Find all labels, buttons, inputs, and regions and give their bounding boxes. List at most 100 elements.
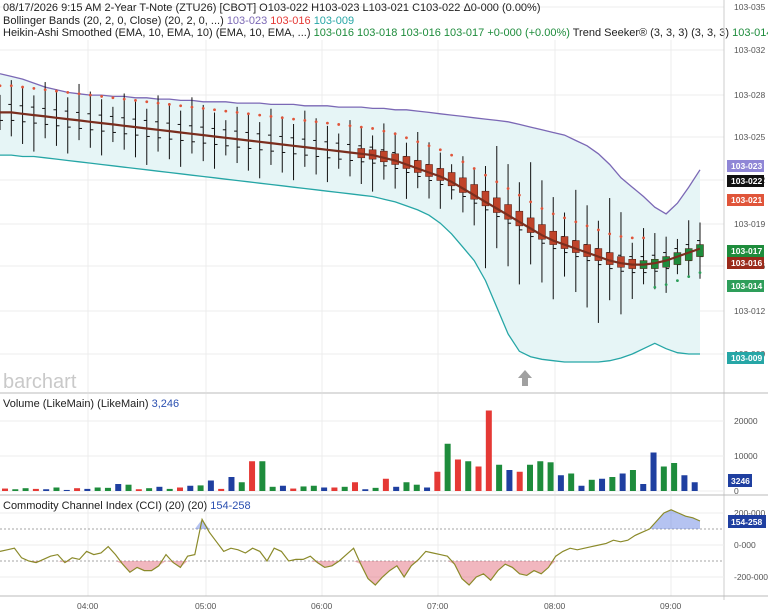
volume-value-tag <box>728 474 752 487</box>
trend-seeker-dot <box>382 129 386 133</box>
volume-bar <box>156 486 163 491</box>
volume-bar <box>135 489 142 491</box>
trend-seeker-dot <box>326 121 329 125</box>
trend-seeker-dot <box>246 112 250 116</box>
trend-seeker-dot <box>405 136 408 140</box>
time-tick-label: 09:00 <box>660 601 682 611</box>
trend-seeker-dot <box>596 228 600 232</box>
volume-tick-label: 10000 <box>734 451 758 461</box>
trend-seeker-dot <box>438 148 442 152</box>
trend-seeker-dot <box>630 236 634 240</box>
volume-bar <box>197 485 204 491</box>
time-axis: 04:00 05:00 06:00 07:00 08:00 09:00 <box>77 601 682 611</box>
trend-seeker-dot <box>653 285 657 289</box>
volume-bar <box>269 486 276 491</box>
cci-panel <box>0 509 724 586</box>
volume-panel <box>0 410 724 492</box>
volume-bar <box>506 470 513 491</box>
volume-bar <box>650 452 657 491</box>
trend-seeker-dot <box>348 124 352 128</box>
price-tag-label: 103-009 <box>731 353 762 363</box>
cci-tick-label: -200-000 <box>734 572 768 582</box>
trend-seeker-dot <box>21 85 24 89</box>
price-tag-ha_up <box>727 245 764 257</box>
trend-seeker-dot <box>77 92 81 96</box>
trend-seeker-dot <box>472 167 476 170</box>
volume-bar <box>557 475 564 491</box>
volume-value-tag-text: 3246 <box>731 476 750 486</box>
volume-bar <box>146 488 153 491</box>
barchart-watermark: barchart <box>3 371 77 393</box>
trend-seeker-dot <box>495 180 499 184</box>
price-tag-bb_lower <box>727 352 764 364</box>
cci-negative-fill <box>0 561 700 585</box>
cci-tick-label: 0-000 <box>734 540 756 550</box>
trend-seeker-dot <box>563 216 566 220</box>
volume-bar <box>454 459 461 491</box>
volume-bar <box>527 464 533 491</box>
volume-bar <box>568 473 575 491</box>
volume-bar <box>516 471 523 491</box>
volume-bar <box>619 473 626 491</box>
volume-bar <box>228 477 235 491</box>
trend-seeker-dot <box>167 103 171 106</box>
volume-bar <box>599 478 606 491</box>
cci-value-tag-text: 154-258 <box>731 517 762 527</box>
price-tick-label: 103-032 <box>734 45 765 55</box>
trend-seeker-dot <box>201 107 205 110</box>
trend-seeker-dot <box>619 235 623 238</box>
volume-bar <box>413 484 420 491</box>
volume-bar <box>22 488 29 491</box>
heikin-ashi-candle <box>560 236 569 249</box>
trend-seeker-dot <box>698 271 702 274</box>
price-tag-label: 103-021 <box>731 195 762 205</box>
trend-seeker-dot <box>416 140 420 144</box>
trend-seeker-dot <box>529 200 533 204</box>
heikin-ashi-candle <box>572 240 580 253</box>
volume-bar <box>537 461 544 491</box>
trend-seeker-dot <box>269 115 273 118</box>
volume-bar <box>588 479 595 491</box>
trend-seeker-dot <box>43 88 47 92</box>
volume-bar <box>115 484 122 491</box>
price-tick-label: 103-012 <box>734 306 765 316</box>
volume-bar <box>424 487 431 491</box>
trend-seeker-dot <box>517 193 521 197</box>
volume-bar <box>609 477 616 491</box>
trend-seeker-dot <box>461 160 465 164</box>
trend-seeker-dot <box>145 100 149 104</box>
price-tags: 103-023 103-022 103-021 103-017 103-016 103-0… <box>727 160 764 364</box>
time-tick-label: 08:00 <box>544 601 566 611</box>
volume-bar <box>485 410 492 491</box>
volume-bar <box>43 489 50 491</box>
trend-seeker-dot <box>88 93 92 97</box>
trend-seeker-dot <box>642 236 645 240</box>
volume-bar <box>125 484 132 491</box>
trend-seeker-dot <box>55 89 58 93</box>
volume-bar <box>2 488 8 491</box>
volume-bar <box>218 488 225 491</box>
heikin-ashi-legend: Heikin-Ashi Smoothed (EMA, 10, EMA, 10) … <box>3 27 768 39</box>
price-tag-bb_upper <box>727 160 764 172</box>
price-tag-label: 103-016 <box>731 258 762 268</box>
bollinger-lower-line <box>0 154 700 363</box>
volume-bar <box>74 488 81 491</box>
volume-bar <box>249 461 256 491</box>
trend-seeker-dot <box>393 132 397 136</box>
price-tick-label: 103-035 <box>734 2 765 12</box>
volume-bar <box>362 489 369 491</box>
volume-bar <box>671 463 678 491</box>
volume-bar <box>310 485 317 491</box>
volume-bar <box>331 487 338 491</box>
trend-seeker-dot <box>551 212 555 216</box>
price-tag-ha_down <box>727 257 764 269</box>
bollinger-band-fill <box>0 73 700 362</box>
volume-bar <box>259 461 266 491</box>
volume-bar <box>84 488 91 491</box>
heikin-ashi-midline <box>0 111 701 266</box>
volume-axis: 20000 10000 0 <box>734 416 758 496</box>
trend-seeker-dot <box>506 187 510 190</box>
trend-seeker-dot <box>687 275 691 278</box>
time-tick-label: 05:00 <box>195 601 217 611</box>
